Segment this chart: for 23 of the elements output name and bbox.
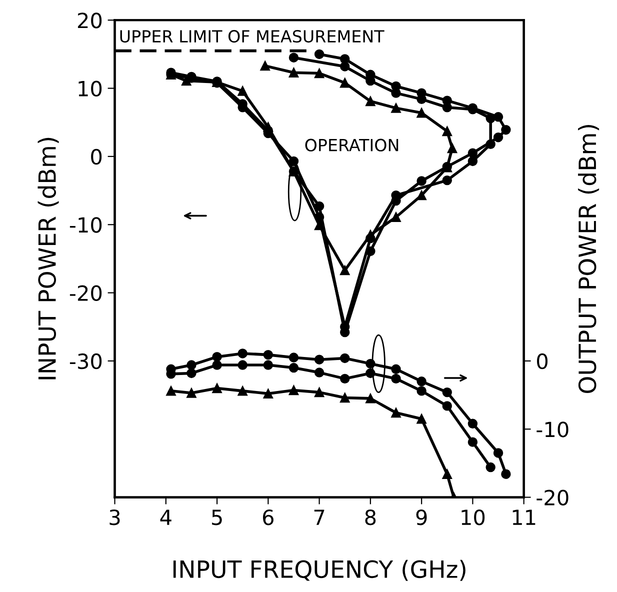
x-tick-label: 3 bbox=[110, 509, 120, 526]
x-tick-label: 6 bbox=[262, 509, 274, 526]
y2-tick-label: -20 bbox=[536, 490, 568, 506]
y-tick-label: -30 bbox=[70, 353, 102, 370]
y-tick-label: -20 bbox=[70, 285, 102, 301]
y2-tick-label: 0 bbox=[537, 353, 548, 370]
annotation: UPPER LIMIT OF MEASUREMENT bbox=[120, 30, 384, 43]
x-tick-label: 4 bbox=[160, 510, 172, 525]
x-axis-title: INPUT FREQUENCY (GHz) bbox=[173, 560, 466, 581]
x-tick-label: 11 bbox=[512, 510, 536, 525]
y-tick-label: 10 bbox=[78, 80, 102, 97]
x-tick-label: 5 bbox=[212, 510, 222, 526]
x-tick-label: 9 bbox=[416, 509, 427, 526]
x-tick-label: 7 bbox=[314, 510, 324, 525]
y2-tick-label: -10 bbox=[536, 422, 568, 438]
x-tick-label: 8 bbox=[365, 509, 376, 526]
y-tick-label: 0 bbox=[91, 148, 102, 165]
x-tick-label: 10 bbox=[462, 509, 485, 526]
annotation: OPERATION bbox=[305, 138, 398, 152]
y-tick-label: 20 bbox=[78, 12, 102, 28]
y-axis-title: INPUT POWER (dBm) bbox=[38, 138, 59, 380]
y2-axis-title: OUTPUT POWER (dBm) bbox=[578, 125, 600, 394]
y-tick-label: -10 bbox=[70, 217, 102, 233]
